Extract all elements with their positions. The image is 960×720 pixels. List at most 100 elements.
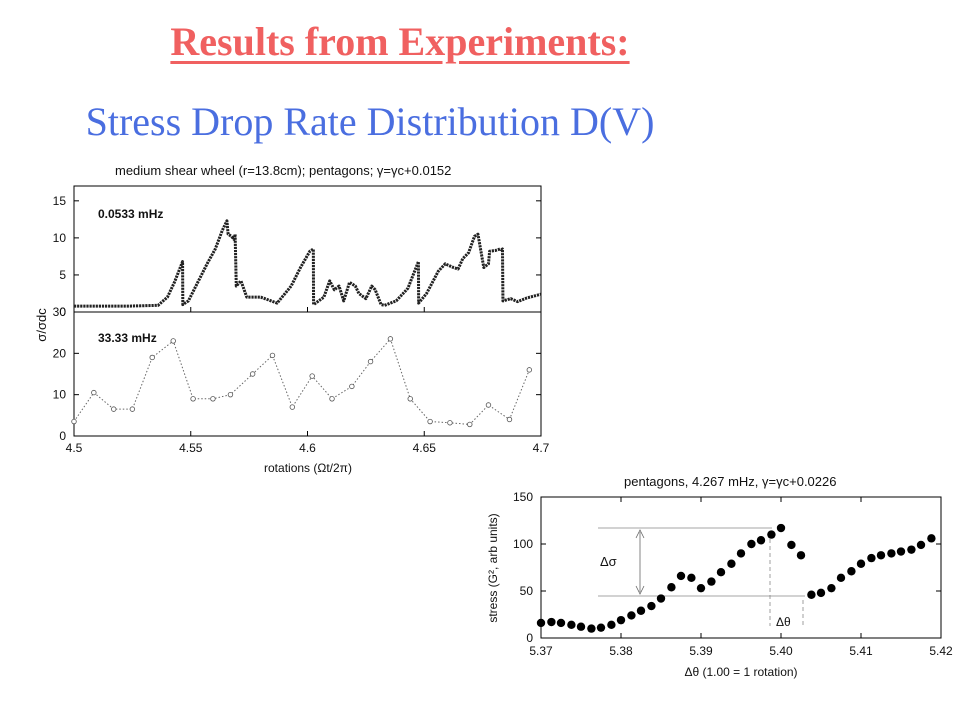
chart2-data-point	[596, 623, 606, 632]
chart1-data-point	[129, 406, 136, 412]
chart2-data-point	[896, 547, 906, 556]
chart2-xtick-label: 5.39	[689, 644, 713, 658]
chart1-data-point	[407, 396, 413, 402]
chart2-data-point	[787, 540, 796, 550]
chart2-data-point	[827, 583, 836, 593]
chart2-data-point	[767, 530, 776, 539]
chart2-ytick-label: 0	[526, 631, 533, 645]
chart1-data-point	[447, 420, 453, 426]
chart2-xtick-label: 5.37	[529, 644, 553, 658]
chart2-ytick-label: 100	[513, 537, 533, 551]
chart2-data-point	[627, 611, 636, 620]
chart1-data-point	[309, 373, 315, 379]
chart2-data-point	[807, 590, 816, 599]
chart1-series-line	[73, 337, 530, 425]
chart1-xlabel: rotations (Ωt/2π)	[264, 461, 352, 475]
chart2-xtick-label: 5.38	[609, 644, 633, 658]
chart2-data-point	[567, 620, 576, 630]
chart1-ytick-label: 15	[53, 194, 67, 208]
chart2-data-point	[856, 559, 866, 568]
chart2-title: pentagons, 4.267 mHz, γ=γc+0.0226	[624, 474, 836, 489]
chart2-data-point	[756, 536, 766, 545]
chart1-data-point	[289, 404, 296, 410]
chart2-xtick-label: 5.41	[849, 644, 873, 658]
chart2-data-point	[876, 551, 886, 560]
chart2-data-point	[536, 618, 546, 628]
chart1-ytick-label: 20	[53, 346, 67, 360]
chart1-data-point	[149, 354, 155, 361]
chart1-ylabel: σ/σdc	[34, 308, 49, 342]
chart2-data-point	[907, 545, 916, 554]
chart2-data-point	[736, 549, 746, 558]
chart1-ytick-label: 10	[53, 231, 67, 245]
chart2-data-point	[816, 588, 826, 598]
chart2-data-point	[556, 618, 566, 628]
chart2-data-point	[576, 622, 586, 631]
chart1-data-point	[269, 352, 276, 359]
chart1-ytick-label: 0	[59, 305, 66, 319]
chart1-data-point	[526, 367, 533, 373]
chart1-data-point	[91, 389, 97, 396]
chart1-panel0-label: 0.0533 mHz	[98, 207, 163, 221]
chart1-ytick-label: 0	[59, 429, 66, 443]
chart2-data-point	[836, 573, 846, 583]
chart2-data-point	[636, 606, 646, 615]
slide-subtitle: Stress Drop Rate Distribution D(V)	[85, 99, 655, 144]
chart2-data-point	[676, 571, 686, 581]
chart1-data-point	[329, 396, 335, 402]
chart2-data-point	[587, 624, 596, 633]
chart1-data-point	[387, 336, 394, 342]
chart2-ytick-label: 50	[520, 584, 534, 598]
chart2-data-point	[547, 617, 556, 627]
chart2-data-point	[747, 539, 756, 549]
chart2-data-point	[607, 620, 616, 630]
chart1-data-point	[249, 371, 256, 377]
chart2-data-point	[927, 534, 936, 543]
chart1-ytick-label: 10	[53, 388, 67, 402]
chart1-data-point	[170, 338, 176, 344]
chart1-ytick-label: 30	[53, 305, 67, 319]
chart1-data-point	[210, 396, 216, 402]
chart2-data-point	[616, 615, 626, 625]
chart1-ytick-label: 5	[59, 268, 66, 282]
chart2-data-point	[776, 523, 786, 533]
chart1-data-point	[349, 383, 355, 390]
delta-theta-annotation: Δθ	[776, 615, 791, 629]
chart1-series-line	[74, 219, 542, 308]
chart1-data-point	[71, 418, 77, 425]
chart2-xtick-label: 5.42	[929, 644, 953, 658]
chart2-data-point	[667, 583, 676, 592]
chart2-data-point	[687, 573, 696, 583]
slide-title: Results from Experiments:	[170, 19, 630, 64]
chart1-xtick-label: 4.5	[66, 441, 83, 455]
chart2-data-point	[707, 577, 716, 586]
chart2-frame	[540, 496, 942, 639]
chart1-data-point	[427, 418, 433, 425]
chart1-xtick-label: 4.6	[299, 441, 316, 455]
chart1-data-point	[506, 416, 513, 423]
chart1-data-point	[367, 358, 374, 365]
chart2-ytick-label: 150	[513, 490, 533, 504]
chart2-data-point	[716, 568, 726, 577]
chart1-data-point	[485, 402, 492, 408]
chart1-data-point	[110, 406, 117, 412]
chart2-xlabel: Δθ (1.00 = 1 rotation)	[684, 665, 797, 679]
chart2-data-point	[727, 559, 736, 568]
chart2-data-point	[647, 601, 656, 611]
chart1-xtick-label: 4.65	[413, 441, 437, 455]
chart2-xtick-label: 5.40	[769, 644, 793, 658]
chart1-xtick-label: 4.7	[533, 441, 550, 455]
delta-sigma-annotation: Δσ	[600, 554, 617, 569]
chart2-data-point	[916, 540, 926, 550]
chart2-data-point	[847, 567, 856, 576]
chart1-xtick-label: 4.55	[179, 441, 203, 455]
chart2-data-point	[867, 553, 876, 563]
chart2-ylabel: stress (G², arb units)	[486, 513, 500, 622]
chart1-data-point	[467, 421, 473, 428]
chart2-data-point	[656, 594, 666, 603]
chart1-data-point	[227, 391, 234, 398]
chart1-title: medium shear wheel (r=13.8cm); pentagons…	[115, 163, 451, 178]
chart2-data-point	[796, 551, 806, 560]
